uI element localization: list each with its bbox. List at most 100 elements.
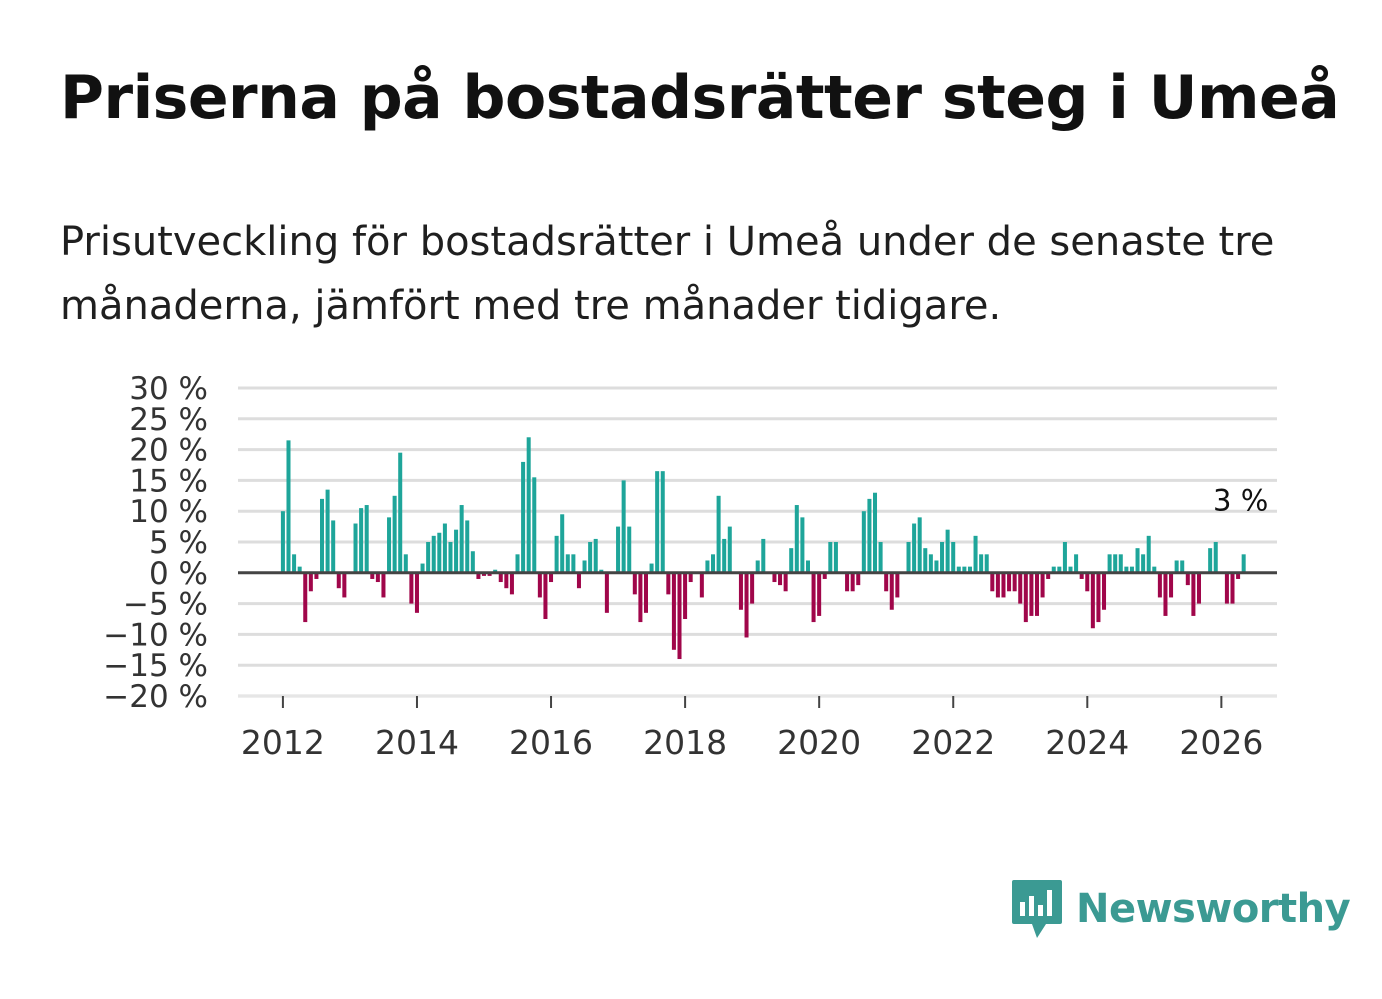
y-tick-label: 5 % bbox=[149, 525, 208, 561]
bar bbox=[370, 572, 375, 579]
bar bbox=[912, 523, 917, 573]
bar bbox=[1051, 566, 1056, 573]
bar bbox=[1191, 572, 1196, 616]
bar bbox=[1208, 548, 1213, 573]
bar bbox=[666, 572, 671, 595]
bar bbox=[537, 572, 542, 598]
bar bbox=[1224, 572, 1229, 604]
bar bbox=[1029, 572, 1034, 616]
bar bbox=[621, 480, 626, 573]
bar bbox=[861, 511, 866, 573]
bar bbox=[755, 560, 760, 573]
bar bbox=[1018, 572, 1023, 604]
bar bbox=[359, 508, 364, 573]
bar bbox=[872, 492, 878, 573]
bar bbox=[1213, 542, 1218, 573]
axes: 30 %25 %20 %15 %10 %5 %0 %−5 %−10 %−15 %… bbox=[103, 371, 1277, 762]
bar bbox=[750, 572, 755, 604]
bar bbox=[789, 548, 794, 573]
bar bbox=[604, 572, 609, 613]
bar bbox=[521, 461, 526, 573]
bar bbox=[794, 505, 799, 573]
y-tick-label: 15 % bbox=[129, 463, 208, 499]
bar bbox=[1141, 554, 1146, 573]
bar bbox=[1062, 542, 1067, 573]
bar bbox=[1007, 572, 1012, 592]
bar bbox=[1169, 572, 1174, 598]
bar bbox=[889, 572, 894, 610]
bar bbox=[1057, 566, 1062, 573]
bar bbox=[878, 542, 883, 573]
x-tick-label: 2024 bbox=[1045, 723, 1129, 762]
bar bbox=[1157, 572, 1162, 598]
bar bbox=[984, 554, 989, 573]
bar bbox=[571, 554, 576, 573]
x-tick-label: 2020 bbox=[777, 723, 861, 762]
bar bbox=[1196, 572, 1201, 604]
bar bbox=[1241, 554, 1246, 573]
bar bbox=[979, 554, 984, 573]
bar bbox=[565, 554, 570, 573]
bar bbox=[884, 572, 889, 592]
y-tick-label: 25 % bbox=[129, 402, 208, 438]
bar bbox=[1113, 554, 1118, 573]
bar bbox=[599, 569, 604, 573]
y-tick-label: 10 % bbox=[129, 494, 208, 530]
bar bbox=[677, 572, 682, 660]
bar bbox=[487, 572, 492, 576]
y-tick-label: −5 % bbox=[123, 587, 208, 623]
bar bbox=[716, 495, 721, 573]
bar bbox=[498, 572, 503, 583]
bar bbox=[454, 529, 459, 573]
y-tick-label: −10 % bbox=[103, 617, 208, 653]
bar bbox=[973, 535, 978, 573]
bar bbox=[1085, 572, 1090, 592]
bar bbox=[470, 551, 475, 573]
bar bbox=[761, 538, 766, 573]
bar bbox=[822, 572, 827, 579]
bar bbox=[387, 517, 392, 573]
bar bbox=[448, 542, 453, 573]
bar bbox=[392, 495, 397, 573]
bar bbox=[426, 542, 431, 573]
bar bbox=[437, 532, 442, 573]
bar bbox=[314, 572, 319, 579]
bar bbox=[504, 572, 509, 589]
bar bbox=[1230, 572, 1235, 604]
bar bbox=[699, 572, 704, 598]
bar bbox=[420, 563, 425, 573]
bar bbox=[1135, 548, 1140, 573]
y-tick-label: 30 % bbox=[129, 371, 208, 407]
bar bbox=[945, 529, 950, 573]
bar bbox=[543, 572, 548, 619]
bar bbox=[297, 566, 302, 573]
bar bbox=[817, 572, 822, 616]
bar bbox=[398, 452, 403, 573]
bar bbox=[744, 572, 749, 638]
bar bbox=[560, 514, 565, 573]
bar bbox=[722, 538, 727, 573]
bar bbox=[526, 437, 531, 573]
bar bbox=[1074, 554, 1079, 573]
bar bbox=[1096, 572, 1101, 623]
bar bbox=[1107, 554, 1112, 573]
bar bbox=[811, 572, 816, 623]
bar bbox=[705, 560, 710, 573]
bar bbox=[1001, 572, 1006, 598]
bar bbox=[967, 566, 972, 573]
bar bbox=[509, 572, 514, 595]
y-tick-label: −20 % bbox=[103, 679, 208, 715]
bar bbox=[1012, 572, 1017, 592]
bar bbox=[280, 511, 285, 573]
bar bbox=[655, 471, 660, 573]
bar bbox=[906, 542, 911, 573]
x-tick-label: 2022 bbox=[911, 723, 995, 762]
y-tick-label: 20 % bbox=[129, 433, 208, 469]
bar bbox=[1040, 572, 1045, 598]
bar bbox=[532, 477, 537, 573]
bar bbox=[292, 554, 297, 573]
bar bbox=[1079, 572, 1084, 579]
bar bbox=[856, 572, 861, 586]
bar bbox=[1102, 572, 1107, 610]
bar bbox=[476, 572, 481, 579]
